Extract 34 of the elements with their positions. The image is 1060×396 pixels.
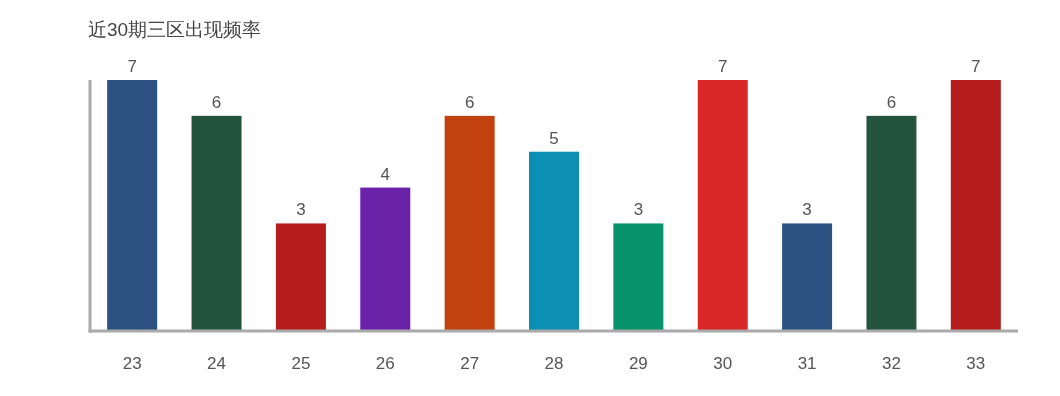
bar	[360, 187, 411, 331]
data-label: 7	[127, 57, 137, 76]
x-tick-label: 25	[291, 354, 311, 373]
x-tick-label: 23	[122, 354, 142, 373]
bar	[275, 223, 326, 331]
bar	[950, 80, 1001, 331]
x-tick-label: 24	[207, 354, 227, 373]
bar	[866, 115, 917, 331]
data-label: 3	[633, 200, 644, 220]
data-label: 3	[802, 200, 812, 220]
x-tick-label: 29	[628, 354, 648, 373]
x-tick-label: 26	[375, 354, 395, 373]
x-tick-label: 28	[544, 354, 564, 373]
x-tick-label: 31	[797, 354, 817, 373]
data-label: 7	[971, 57, 981, 76]
data-label: 6	[464, 92, 475, 112]
x-tick-label: 30	[713, 354, 733, 373]
bar	[107, 80, 158, 331]
bar	[529, 151, 579, 331]
bar	[191, 115, 242, 331]
data-label: 5	[549, 128, 559, 148]
x-tick-label: 32	[881, 354, 901, 373]
bar	[613, 223, 664, 331]
data-label: 6	[211, 92, 222, 112]
bar	[782, 223, 833, 331]
x-tick-label: 33	[966, 354, 986, 373]
chart-title: 近30期三区出现频率	[88, 19, 262, 40]
x-tick-label: 27	[460, 354, 480, 373]
bar	[444, 115, 495, 331]
data-label: 3	[296, 200, 306, 220]
data-label: 7	[717, 57, 728, 76]
data-label: 6	[886, 92, 897, 112]
bar	[697, 80, 748, 331]
data-label: 4	[380, 164, 391, 184]
